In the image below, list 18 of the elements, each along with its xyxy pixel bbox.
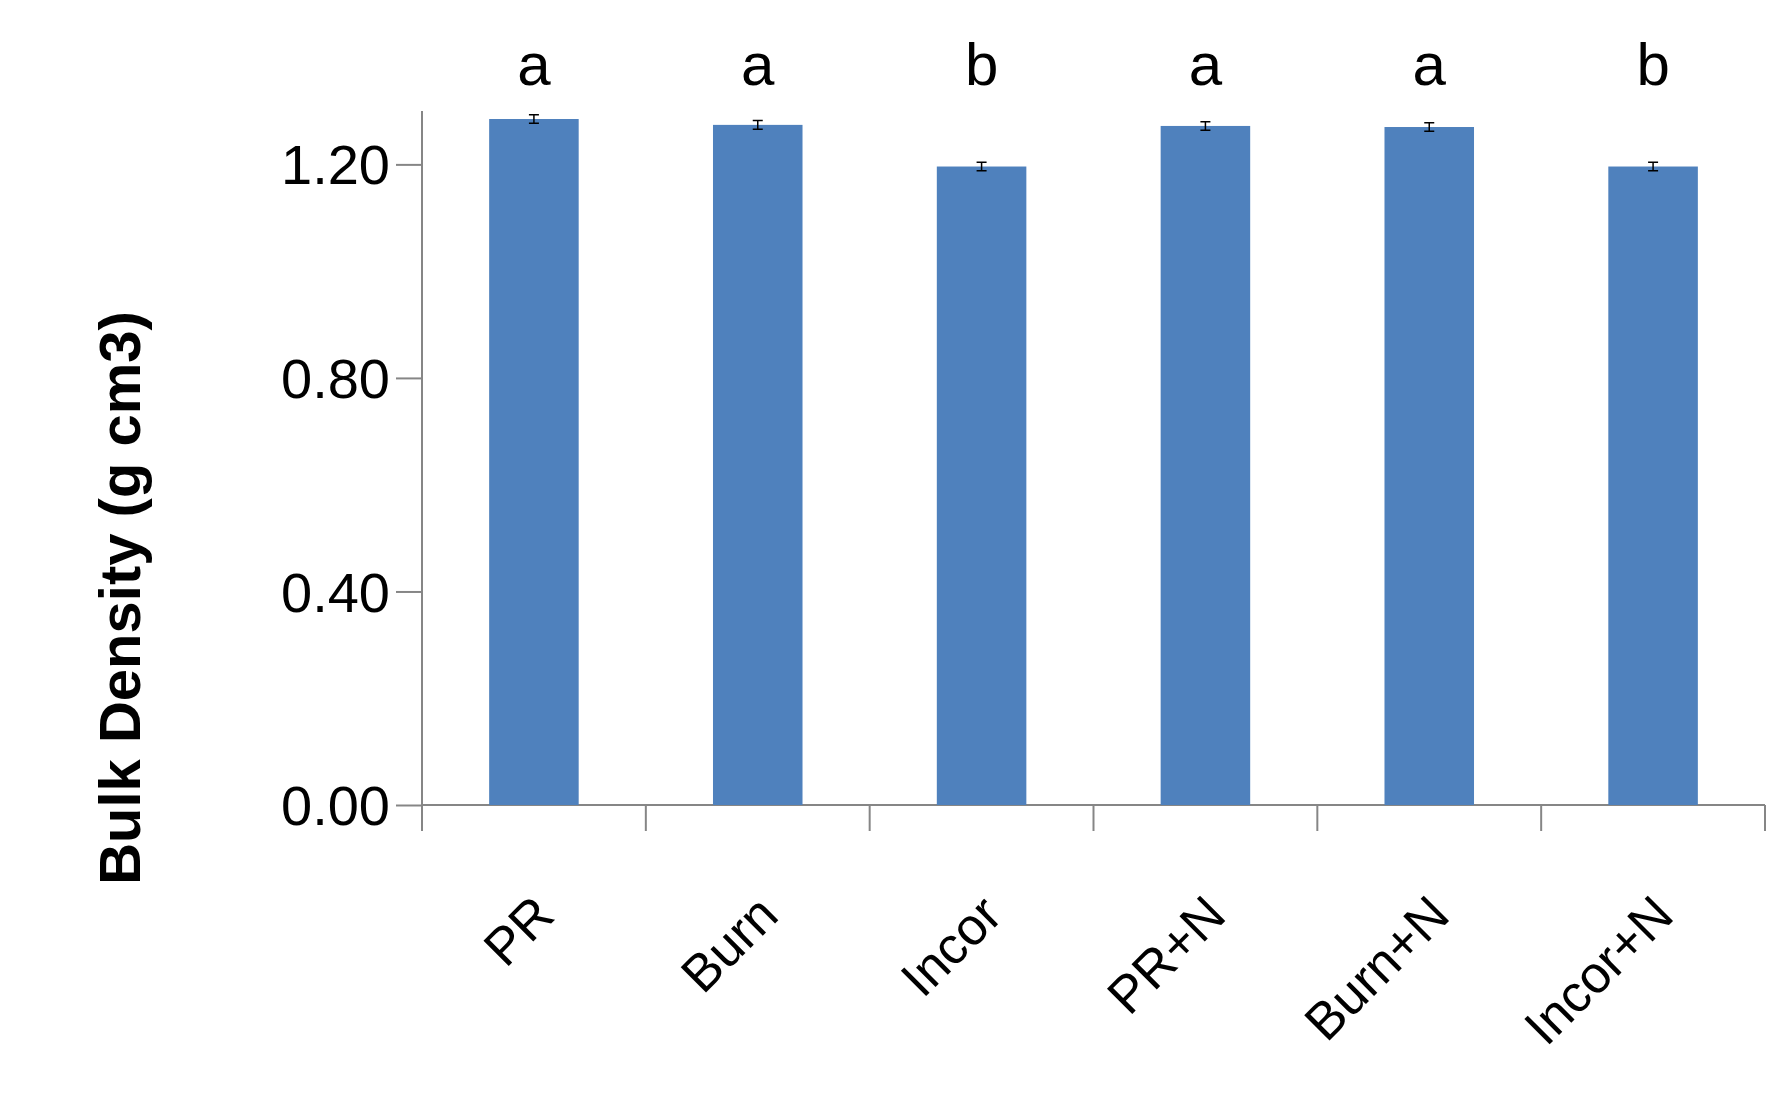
text: a: [1188, 31, 1223, 98]
bar: [489, 119, 579, 805]
text: b: [1636, 31, 1670, 98]
y-axis-title: Bulk Density (g cm3): [87, 311, 152, 885]
y-tick-label: 0.80: [281, 347, 390, 411]
y-tick-label: 0.40: [281, 560, 390, 624]
text: a: [1412, 31, 1447, 98]
bar: [1160, 125, 1251, 805]
text: b: [964, 31, 999, 98]
bar: [712, 124, 803, 805]
x-tick-label: PR: [472, 884, 565, 977]
y-tick-label: 1.20: [281, 133, 390, 197]
text: a: [517, 31, 552, 98]
bar: [936, 166, 1027, 805]
bar: [1384, 127, 1475, 805]
y-tick-label: 0.00: [281, 774, 390, 838]
bar: [1608, 166, 1698, 805]
text: a: [741, 31, 776, 98]
